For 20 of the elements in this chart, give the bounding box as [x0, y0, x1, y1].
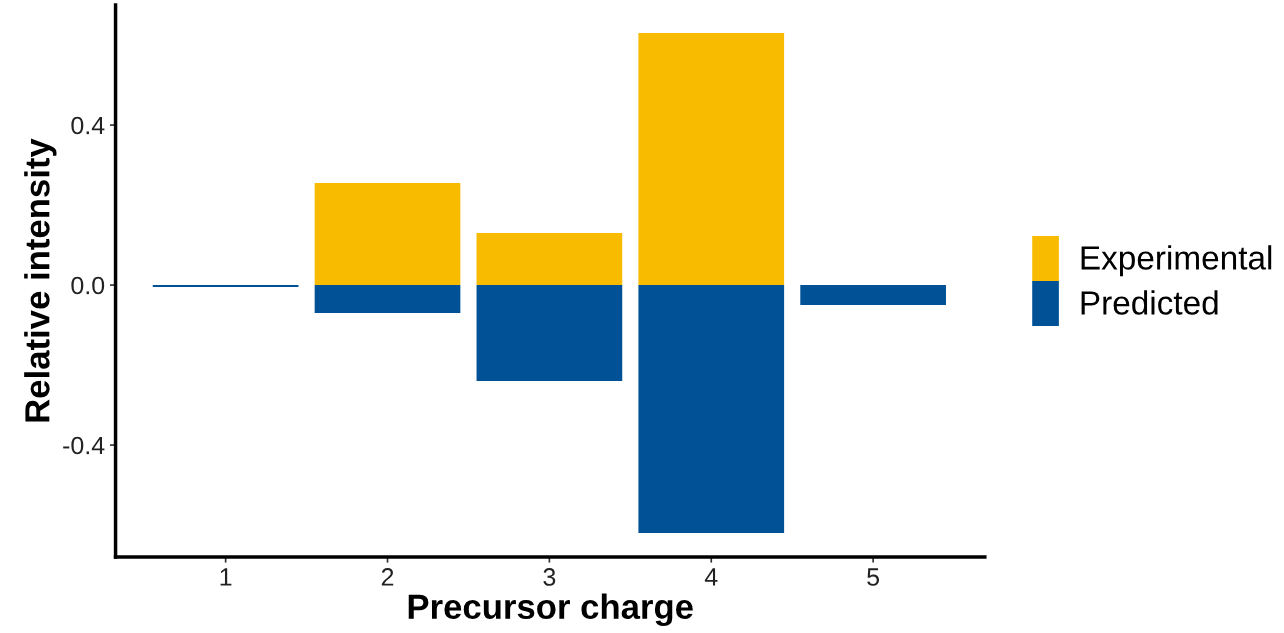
bar — [152, 285, 299, 288]
y-tick-label: 0.4 — [71, 116, 105, 135]
bar — [314, 183, 461, 286]
y-tick-label: -0.4 — [63, 436, 105, 455]
x-tick-label: 2 — [381, 568, 394, 586]
x-axis-title: Precursor charge — [408, 593, 693, 627]
legend-label: Experimental — [1081, 245, 1272, 277]
x-tick-label: 5 — [867, 568, 880, 586]
legend-label: Predicted — [1081, 290, 1218, 315]
x-tick-label: 3 — [543, 568, 556, 586]
bar — [476, 285, 623, 382]
x-tick-label: 1 — [220, 568, 232, 586]
bar — [800, 285, 946, 306]
bar — [314, 285, 461, 314]
y-tick-label: 0.0 — [71, 276, 105, 295]
bar — [638, 33, 785, 286]
y-axis-title: Relative intensity — [24, 138, 57, 422]
bar — [476, 233, 623, 286]
bar — [638, 285, 785, 534]
x-tick-label: 4 — [704, 568, 718, 586]
